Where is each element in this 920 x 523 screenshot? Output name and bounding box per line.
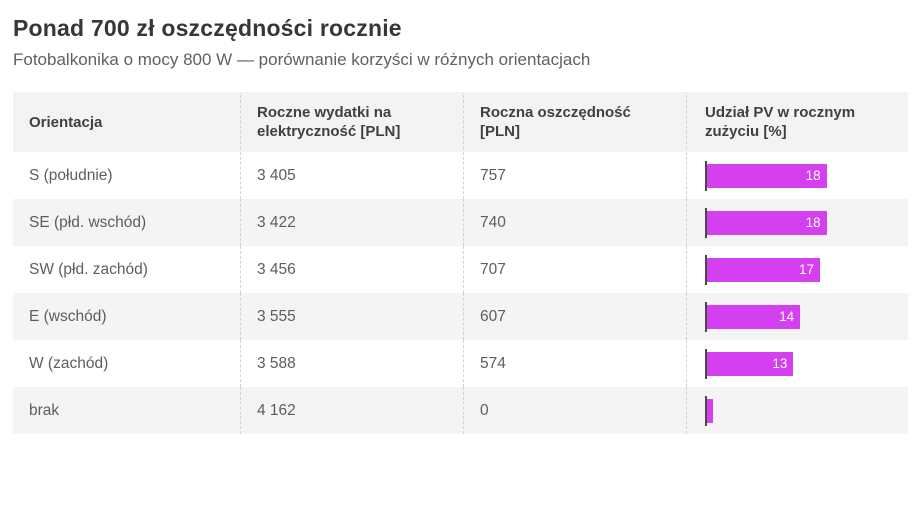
cell-orientation: S (południe) — [29, 166, 113, 184]
pv-share-bar-cell: 17 — [705, 246, 894, 293]
pv-share-bar: 18 — [707, 163, 827, 188]
cell-pv-share: 18 — [686, 152, 908, 199]
cell-pv-share: 13 — [686, 340, 908, 387]
bar-axis-tick — [705, 254, 707, 285]
pv-share-bar-cell — [705, 387, 894, 434]
pv-share-bar — [707, 398, 713, 423]
pv-share-value: 14 — [779, 309, 795, 324]
cell-expenses: 3 405 — [240, 152, 463, 199]
page-subtitle: Fotobalkonika o mocy 800 W — porównanie … — [13, 50, 591, 69]
cell-orientation: W (zachód) — [29, 354, 109, 372]
cell-savings: 707 — [463, 246, 686, 293]
table-row: SW (płd. zachód) 3 456 707 17 — [13, 246, 908, 293]
table-row: W (zachód) 3 588 574 13 — [13, 340, 908, 387]
pv-share-bar: 18 — [707, 210, 827, 235]
pv-share-bar-cell: 13 — [705, 340, 894, 387]
column-header-orientation: Orientacja — [29, 113, 103, 131]
column-header-expenses: Roczne wydatki na elektryczność [PLN] — [240, 95, 463, 149]
bar-axis-tick — [705, 301, 707, 332]
cell-savings: 574 — [463, 340, 686, 387]
pv-share-value: 18 — [805, 168, 821, 183]
header-block: Ponad 700 zł oszczędności rocznie Fotoba… — [0, 0, 920, 71]
cell-orientation: brak — [29, 401, 60, 419]
cell-orientation: E (wschód) — [29, 307, 107, 325]
cell-pv-share: 18 — [686, 199, 908, 246]
cell-savings: 757 — [463, 152, 686, 199]
cell-savings: 740 — [463, 199, 686, 246]
cell-savings: 607 — [463, 293, 686, 340]
cell-expenses: 3 456 — [240, 246, 463, 293]
pv-share-bar-cell: 18 — [705, 199, 894, 246]
pv-share-value: 13 — [772, 356, 788, 371]
table-body: S (południe) 3 405 757 18 SE (płd. wschó… — [13, 152, 908, 434]
cell-savings: 0 — [463, 387, 686, 434]
cell-expenses: 3 588 — [240, 340, 463, 387]
data-table: Orientacja Roczne wydatki na elektryczno… — [13, 92, 908, 434]
pv-share-bar: 13 — [707, 351, 794, 376]
cell-expenses: 3 555 — [240, 293, 463, 340]
page-title: Ponad 700 zł oszczędności rocznie — [13, 15, 402, 41]
table-header-row: Orientacja Roczne wydatki na elektryczno… — [13, 92, 908, 152]
bar-axis-tick — [705, 160, 707, 191]
pv-share-bar: 17 — [707, 257, 821, 282]
pv-share-bar: 14 — [707, 304, 801, 329]
bar-axis-tick — [705, 348, 707, 379]
bar-axis-tick — [705, 395, 707, 426]
cell-pv-share — [686, 387, 908, 434]
table-row: brak 4 162 0 — [13, 387, 908, 434]
cell-orientation: SE (płd. wschód) — [29, 213, 147, 231]
pv-share-bar-cell: 14 — [705, 293, 894, 340]
cell-expenses: 4 162 — [240, 387, 463, 434]
column-header-savings: Roczna oszczędność [PLN] — [463, 95, 686, 149]
cell-orientation: SW (płd. zachód) — [29, 260, 148, 278]
pv-share-bar-cell: 18 — [705, 152, 894, 199]
column-header-pv-share: Udział PV w rocznym zużyciu [%] — [686, 95, 908, 149]
cell-pv-share: 17 — [686, 246, 908, 293]
table-row: S (południe) 3 405 757 18 — [13, 152, 908, 199]
cell-pv-share: 14 — [686, 293, 908, 340]
pv-share-value: 17 — [799, 262, 815, 277]
bar-axis-tick — [705, 207, 707, 238]
cell-expenses: 3 422 — [240, 199, 463, 246]
table-row: E (wschód) 3 555 607 14 — [13, 293, 908, 340]
pv-share-value: 18 — [805, 215, 821, 230]
table-row: SE (płd. wschód) 3 422 740 18 — [13, 199, 908, 246]
